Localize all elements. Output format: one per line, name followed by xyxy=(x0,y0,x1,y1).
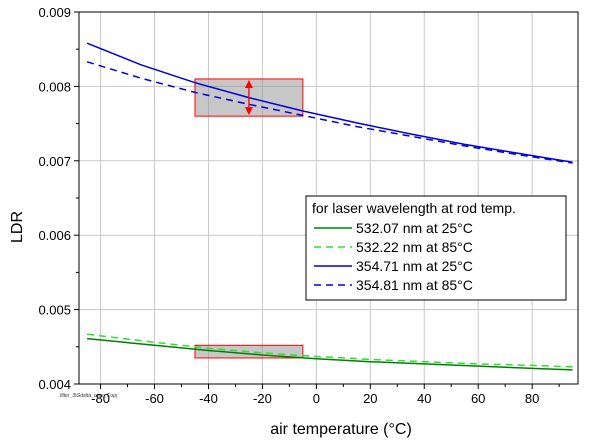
arrow-head-down xyxy=(244,107,253,116)
series-line xyxy=(86,61,573,164)
x-axis-label: air temperature (°C) xyxy=(270,421,412,438)
legend-entry-label: 532.22 nm at 85°C xyxy=(356,239,473,255)
legend-entry-label: 354.81 nm at 85°C xyxy=(356,277,473,293)
y-axis-label: LDR xyxy=(9,211,26,243)
y-tick-label: 0.005 xyxy=(38,303,71,318)
x-tick-label: 40 xyxy=(417,391,431,406)
x-tick-label: 60 xyxy=(471,391,485,406)
source-filename: filter_3\Gdelta_over_T.opj xyxy=(60,393,118,399)
x-tick-label: -60 xyxy=(145,391,164,406)
series-line xyxy=(86,42,573,164)
y-tick-label: 0.006 xyxy=(38,228,71,243)
x-tick-label: -40 xyxy=(199,391,218,406)
legend-entry-label: 532.07 nm at 25°C xyxy=(356,220,473,236)
y-tick-label: 0.007 xyxy=(38,154,71,169)
x-tick-label: 0 xyxy=(313,391,320,406)
x-tick-label: -80 xyxy=(91,391,110,406)
legend-title: for laser wavelength at rod temp. xyxy=(312,200,516,216)
y-tick-label: 0.009 xyxy=(38,5,71,20)
arrow-head-up xyxy=(244,79,253,88)
x-tick-label: -20 xyxy=(253,391,272,406)
series-lines xyxy=(86,42,573,371)
y-tick-label: 0.004 xyxy=(38,377,71,392)
legend: for laser wavelength at rod temp. 532.07 … xyxy=(305,195,567,301)
y-tick-label: 0.008 xyxy=(38,79,71,94)
legend-entry-label: 354.71 nm at 25°C xyxy=(356,258,473,274)
axis-ticks: -80 -60 -40 -20 0 20 40 60 80 0.004 0.005 0.006 0.00… xyxy=(38,5,560,406)
series-line xyxy=(87,337,573,371)
x-tick-label: 20 xyxy=(363,391,377,406)
legend-box xyxy=(305,195,567,301)
arrow-annotation xyxy=(244,79,253,116)
series-line xyxy=(87,333,573,368)
x-tick-label: 80 xyxy=(525,391,539,406)
